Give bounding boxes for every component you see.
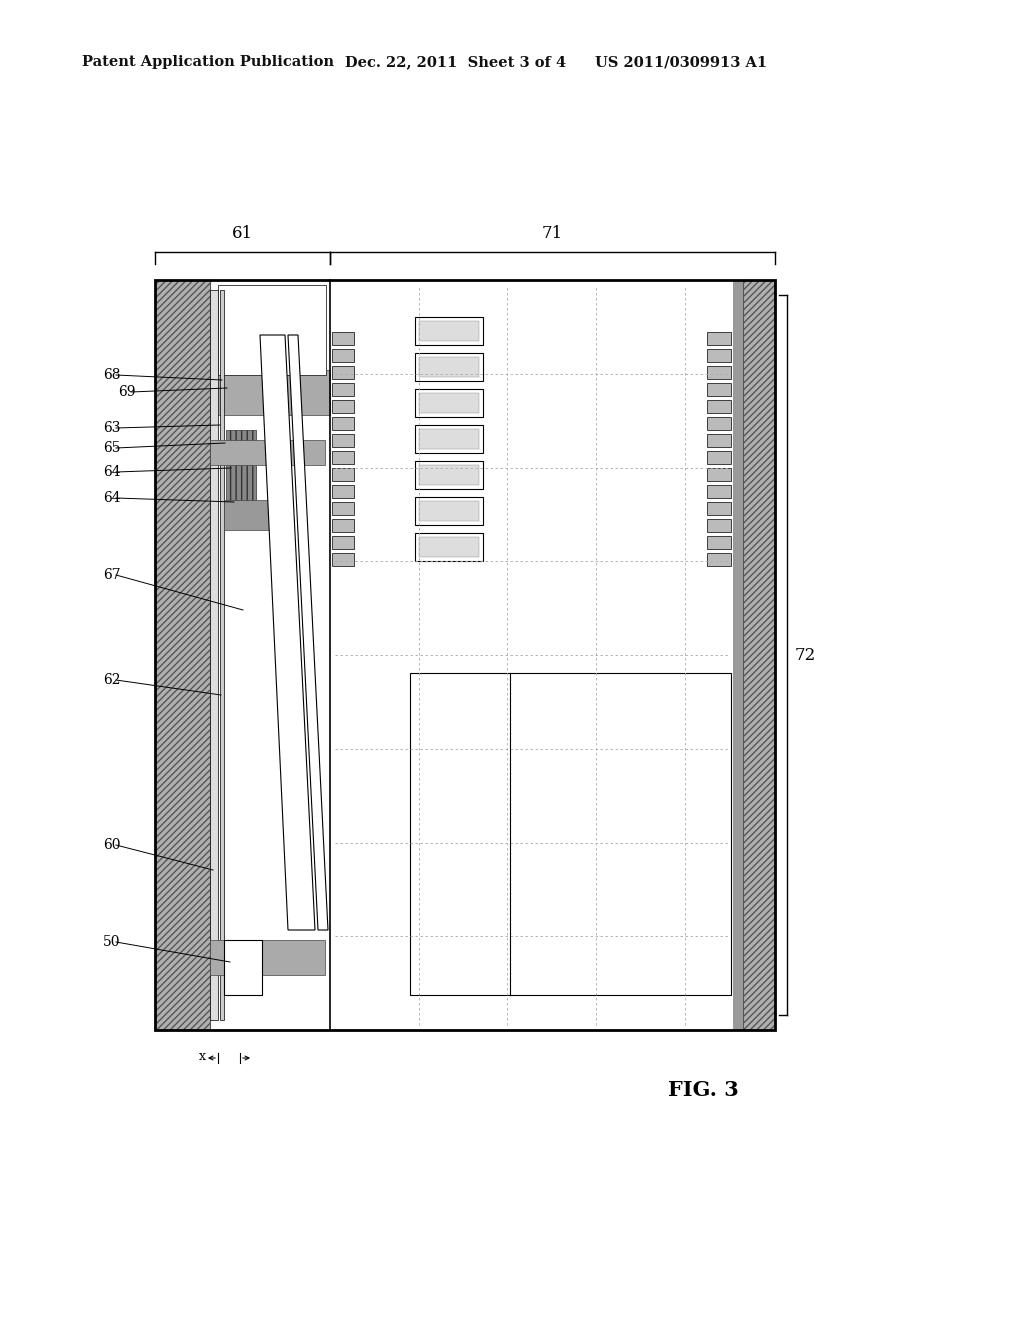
Bar <box>419 321 479 341</box>
Text: 62: 62 <box>103 673 121 686</box>
Bar <box>419 429 479 449</box>
Bar <box>707 417 731 430</box>
Text: 72: 72 <box>795 647 816 664</box>
Text: FIG. 3: FIG. 3 <box>668 1080 738 1100</box>
Bar <box>155 280 775 1030</box>
Bar <box>332 383 354 396</box>
Text: 65: 65 <box>103 441 121 455</box>
Bar <box>210 290 218 1020</box>
Bar <box>332 484 354 498</box>
Bar <box>332 417 354 430</box>
Bar <box>415 461 483 488</box>
Bar <box>707 333 731 345</box>
Bar <box>415 317 483 345</box>
Bar <box>210 440 325 465</box>
Bar <box>210 940 325 975</box>
Text: 68: 68 <box>103 368 121 381</box>
Bar <box>224 940 262 995</box>
Bar <box>226 430 256 510</box>
Text: 67: 67 <box>103 568 121 582</box>
Bar <box>419 465 479 484</box>
Text: US 2011/0309913 A1: US 2011/0309913 A1 <box>595 55 767 69</box>
Bar <box>707 434 731 447</box>
Bar <box>210 370 330 414</box>
Bar <box>332 553 354 566</box>
Bar <box>332 400 354 413</box>
Bar <box>707 451 731 465</box>
Bar <box>707 400 731 413</box>
Bar <box>415 352 483 381</box>
Text: Dec. 22, 2011  Sheet 3 of 4: Dec. 22, 2011 Sheet 3 of 4 <box>345 55 566 69</box>
Text: x: x <box>199 1049 206 1063</box>
Bar <box>332 519 354 532</box>
Bar <box>415 389 483 417</box>
Bar <box>707 536 731 549</box>
Bar <box>707 383 731 396</box>
Bar <box>218 285 326 375</box>
Bar <box>707 469 731 480</box>
Bar <box>415 425 483 453</box>
Bar <box>419 502 479 521</box>
Text: 60: 60 <box>103 838 121 851</box>
Bar <box>332 469 354 480</box>
Bar <box>155 280 210 1030</box>
Bar <box>419 537 479 557</box>
Bar <box>224 500 284 531</box>
Bar <box>332 434 354 447</box>
Bar <box>707 519 731 532</box>
Polygon shape <box>260 335 315 931</box>
Bar <box>707 553 731 566</box>
Text: Patent Application Publication: Patent Application Publication <box>82 55 334 69</box>
Text: 71: 71 <box>542 224 563 242</box>
Text: 63: 63 <box>103 421 121 436</box>
Bar <box>415 498 483 525</box>
Bar <box>332 333 354 345</box>
Bar <box>415 533 483 561</box>
Bar <box>707 484 731 498</box>
Bar <box>707 348 731 362</box>
Bar <box>332 366 354 379</box>
Bar <box>743 280 775 1030</box>
Bar <box>155 280 775 1030</box>
Bar <box>332 536 354 549</box>
Text: 69: 69 <box>118 385 135 399</box>
Text: 50: 50 <box>103 935 121 949</box>
Bar <box>410 672 731 995</box>
Bar <box>332 348 354 362</box>
Text: 64: 64 <box>103 491 121 506</box>
Bar <box>707 502 731 515</box>
Text: 61: 61 <box>232 224 253 242</box>
Bar <box>419 393 479 413</box>
Polygon shape <box>288 335 328 931</box>
Bar <box>707 366 731 379</box>
Bar <box>220 290 224 1020</box>
Bar <box>332 502 354 515</box>
Bar <box>332 451 354 465</box>
Bar <box>419 356 479 378</box>
Bar <box>733 280 743 1030</box>
Text: 64: 64 <box>103 465 121 479</box>
